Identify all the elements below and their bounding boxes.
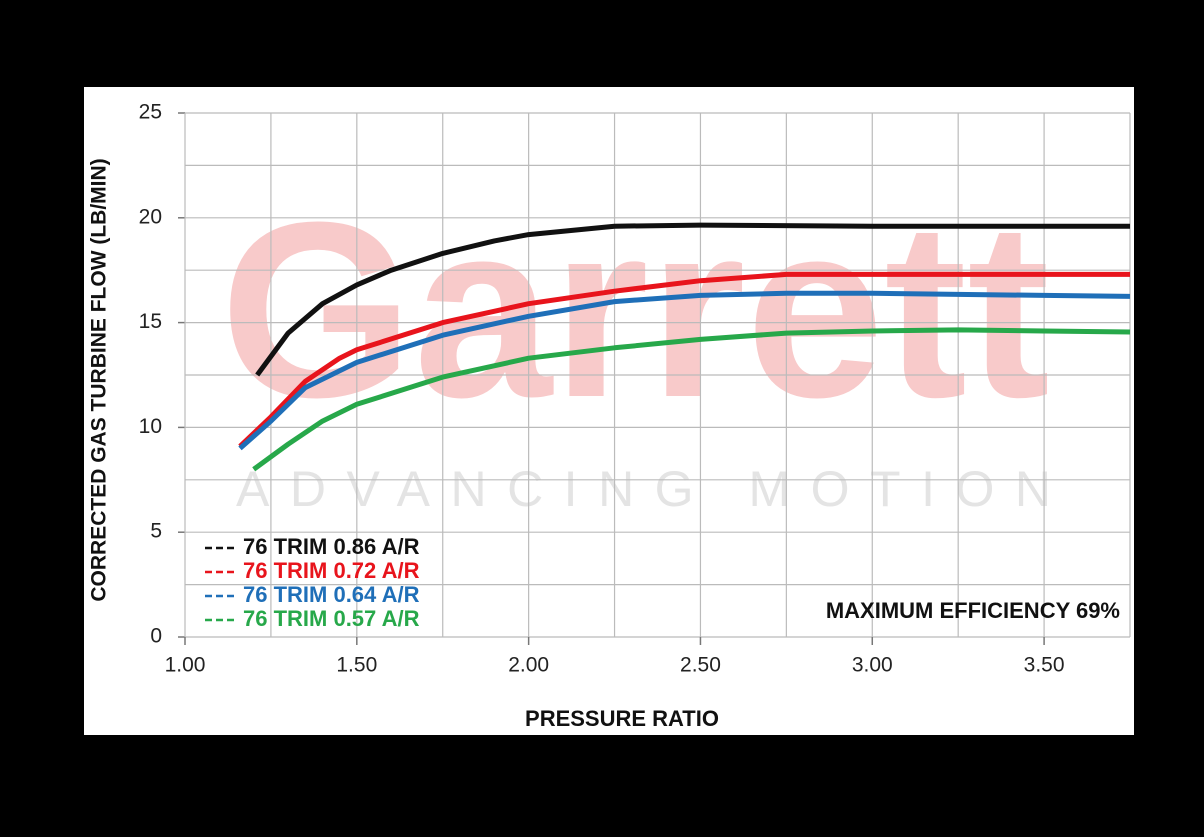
legend: 76 TRIM 0.86 A/R76 TRIM 0.72 A/R76 TRIM … [205,534,420,631]
annotation: MAXIMUM EFFICIENCY 69% [826,598,1120,623]
x-tick-label: 2.50 [680,654,721,677]
y-tick-label: 15 [139,310,162,333]
x-tick-label: 2.00 [508,654,549,677]
legend-label: 76 TRIM 0.72 A/R [243,558,420,583]
y-tick-label: 5 [150,520,162,543]
x-axis-label: PRESSURE RATIO [525,706,719,731]
series-line [238,290,1131,451]
plot [238,222,1131,472]
series-line [255,222,1130,377]
y-tick-label: 0 [150,625,162,648]
watermark-text: Garrett [220,170,1050,449]
y-axis-label: CORRECTED GAS TURBINE FLOW (LB/MIN) [88,158,111,601]
y-tick-label: 25 [139,101,162,124]
x-tick-label: 1.00 [165,654,206,677]
legend-label: 76 TRIM 0.64 A/R [243,582,420,607]
x-tick-label: 1.50 [336,654,377,677]
x-tick-label: 3.00 [852,654,893,677]
grid: 0 5 10 15 20 25 1.00 1.50 2.00 2.50 3.00 3.50 [139,101,1131,677]
legend-label: 76 TRIM 0.57 A/R [243,606,420,631]
y-tick-label: 10 [139,415,162,438]
series-line [238,271,1130,449]
legend-label: 76 TRIM 0.86 A/R [243,534,420,559]
x-tick-label: 3.50 [1024,654,1065,677]
y-tick-label: 20 [139,205,162,228]
series-line [252,327,1131,472]
panel [84,87,1134,735]
